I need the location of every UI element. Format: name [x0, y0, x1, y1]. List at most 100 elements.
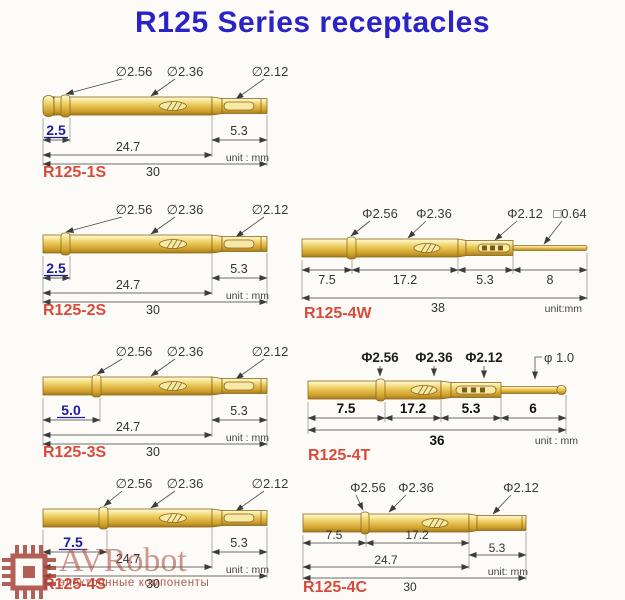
dia-label-2.56: ∅2.56: [116, 344, 153, 359]
watermark-name: AVRobot: [59, 542, 187, 579]
dia-label-2.12: Φ2.12: [507, 206, 543, 221]
dimension-lines: [42, 115, 268, 167]
dia-label-2.12: Φ2.12: [503, 480, 539, 495]
dim-collar: 2.5: [46, 122, 66, 138]
dia-label-2.56: Φ2.56: [350, 480, 386, 495]
receptacle-drawing: [301, 236, 588, 260]
receptacle-drawing: [42, 374, 268, 398]
dia-label-2.56: ∅2.56: [116, 476, 153, 491]
diagram-r125-4t: Φ2.56 Φ2.36 Φ2.12 φ 1.0 7.5 17.2 5.3 6: [307, 350, 578, 464]
dim-total: 30: [146, 577, 160, 591]
model-label: R125-4W: [304, 305, 372, 322]
unit-note: unit : mm: [226, 290, 269, 302]
dimension-lines: [42, 395, 268, 447]
dimension-lines: [301, 253, 588, 301]
unit-note: unit : mm: [226, 432, 269, 444]
receptacle-drawing: [302, 511, 527, 535]
dia-label-2.36: Φ2.36: [416, 206, 452, 221]
receptacle-drawing: [42, 94, 268, 118]
dia-label-2.36: ∅2.36: [167, 64, 204, 79]
dim-seg4: 8: [547, 273, 554, 287]
dim-tip: 5.3: [230, 124, 247, 138]
leader-lines: [355, 494, 512, 515]
unit-note: unit:mm: [545, 303, 583, 315]
receptacle-drawing: [307, 378, 567, 402]
dia-label-2.56: Φ2.56: [361, 350, 399, 365]
dim-seg1: 7.5: [318, 273, 335, 287]
dim-body: 24.7: [116, 420, 140, 434]
leader-lines: [350, 220, 563, 245]
leader-lines: [65, 216, 265, 238]
dim-collar: 7.5: [63, 534, 83, 550]
dim-seg3: 5.3: [476, 273, 493, 287]
diagram-r125-4s: ∅2.56 ∅2.36 ∅2.12 7.5 5.3 24.7 30 unit :…: [42, 476, 289, 593]
model-label: R125-2S: [43, 302, 106, 319]
dim-total: 30: [146, 445, 160, 459]
dimension-lines: [42, 253, 268, 305]
dim-total: 36: [429, 433, 445, 448]
dia-label-0.64: □0.64: [553, 206, 586, 221]
dia-label-2.12: ∅2.12: [252, 202, 289, 217]
diagram-r125-2s: ∅2.56 ∅2.36 ∅2.12 2.5 5.3 24.7 30 unit :…: [42, 202, 289, 319]
model-label: R125-1S: [43, 164, 106, 181]
model-label: R125-3S: [43, 444, 106, 461]
dim-total: 30: [146, 303, 160, 317]
dim-collar: 5.0: [61, 402, 81, 418]
dim-body: 24.7: [116, 278, 140, 292]
dia-label-2.56: ∅2.56: [116, 202, 153, 217]
dia-label-2.56: Φ2.56: [362, 206, 398, 221]
dim-tip: 5.3: [230, 536, 247, 550]
receptacle-drawing: [42, 506, 268, 530]
model-label: R125-4S: [43, 576, 106, 593]
dia-label-2.12: ∅2.12: [252, 476, 289, 491]
dia-label-2.12: ∅2.12: [252, 64, 289, 79]
leader-lines: [96, 358, 265, 380]
page-title: R125 Series receptacles: [134, 6, 491, 39]
dim-seg2: 17.2: [405, 528, 429, 542]
dim-seg1: 7.5: [337, 401, 356, 416]
dia-label-2.56: ∅2.56: [116, 64, 153, 79]
dim-body: 24.7: [116, 140, 140, 154]
dia-label-2.36: Φ2.36: [415, 350, 453, 365]
unit-note: unit : mm: [535, 435, 578, 447]
dim-seg2: 17.2: [393, 273, 417, 287]
diagram-r125-4c: Φ2.56 Φ2.36 Φ2.12 7.5 17.2 5.3 24.7 30 u…: [302, 480, 539, 596]
diagram-r125-4w: Φ2.56 Φ2.36 Φ2.12 □0.64 7.5 17.2 5.3 8 3…: [301, 206, 588, 322]
chip-icon: [2, 545, 56, 599]
dim-seg1: 7.5: [326, 528, 343, 542]
dia-label-2.36: ∅2.36: [167, 202, 204, 217]
watermark: AVRobot электронные компоненты: [2, 542, 210, 599]
leader-lines: [377, 356, 542, 380]
unit-note: unit : mm: [226, 564, 269, 576]
dim-total: 38: [431, 301, 445, 315]
dia-label-2.12: ∅2.12: [252, 344, 289, 359]
dia-label-1.0: φ 1.0: [544, 350, 574, 365]
unit-note: unit: mm: [488, 566, 529, 578]
dim-collar: 2.5: [46, 260, 66, 276]
dim-seg4: 6: [529, 401, 537, 416]
dimension-lines: [302, 532, 527, 581]
dim-body: 24.7: [116, 552, 140, 566]
dim-tip: 5.3: [489, 541, 506, 555]
dimension-lines: [42, 527, 268, 579]
dim-body: 24.7: [374, 553, 398, 567]
model-label: R125-4T: [308, 447, 370, 464]
model-label: R125-4C: [303, 579, 367, 596]
dia-label-2.12: Φ2.12: [465, 350, 502, 365]
dim-seg2: 17.2: [400, 401, 426, 416]
dim-total: 30: [146, 165, 160, 179]
diagram-r125-1s: ∅2.56 ∅2.36 ∅2.12 2.5 5.3 24.7 30 unit :…: [42, 64, 289, 181]
diagram-r125-3s: ∅2.56 ∅2.36 ∅2.12 5.0 5.3 24.7 30 unit :…: [42, 344, 289, 461]
dia-label-2.36: ∅2.36: [167, 344, 204, 359]
dia-label-2.36: Φ2.36: [398, 480, 434, 495]
dim-total: 30: [403, 580, 417, 594]
dim-tip: 5.3: [230, 262, 247, 276]
watermark-subtitle: электронные компоненты: [59, 577, 210, 589]
dim-tip: 5.3: [230, 404, 247, 418]
leader-lines: [103, 490, 265, 512]
unit-note: unit : mm: [226, 152, 269, 164]
dim-seg3: 5.3: [462, 401, 481, 416]
dia-label-2.36: ∅2.36: [167, 476, 204, 491]
leader-lines: [65, 78, 265, 100]
dimension-lines: [307, 395, 567, 434]
